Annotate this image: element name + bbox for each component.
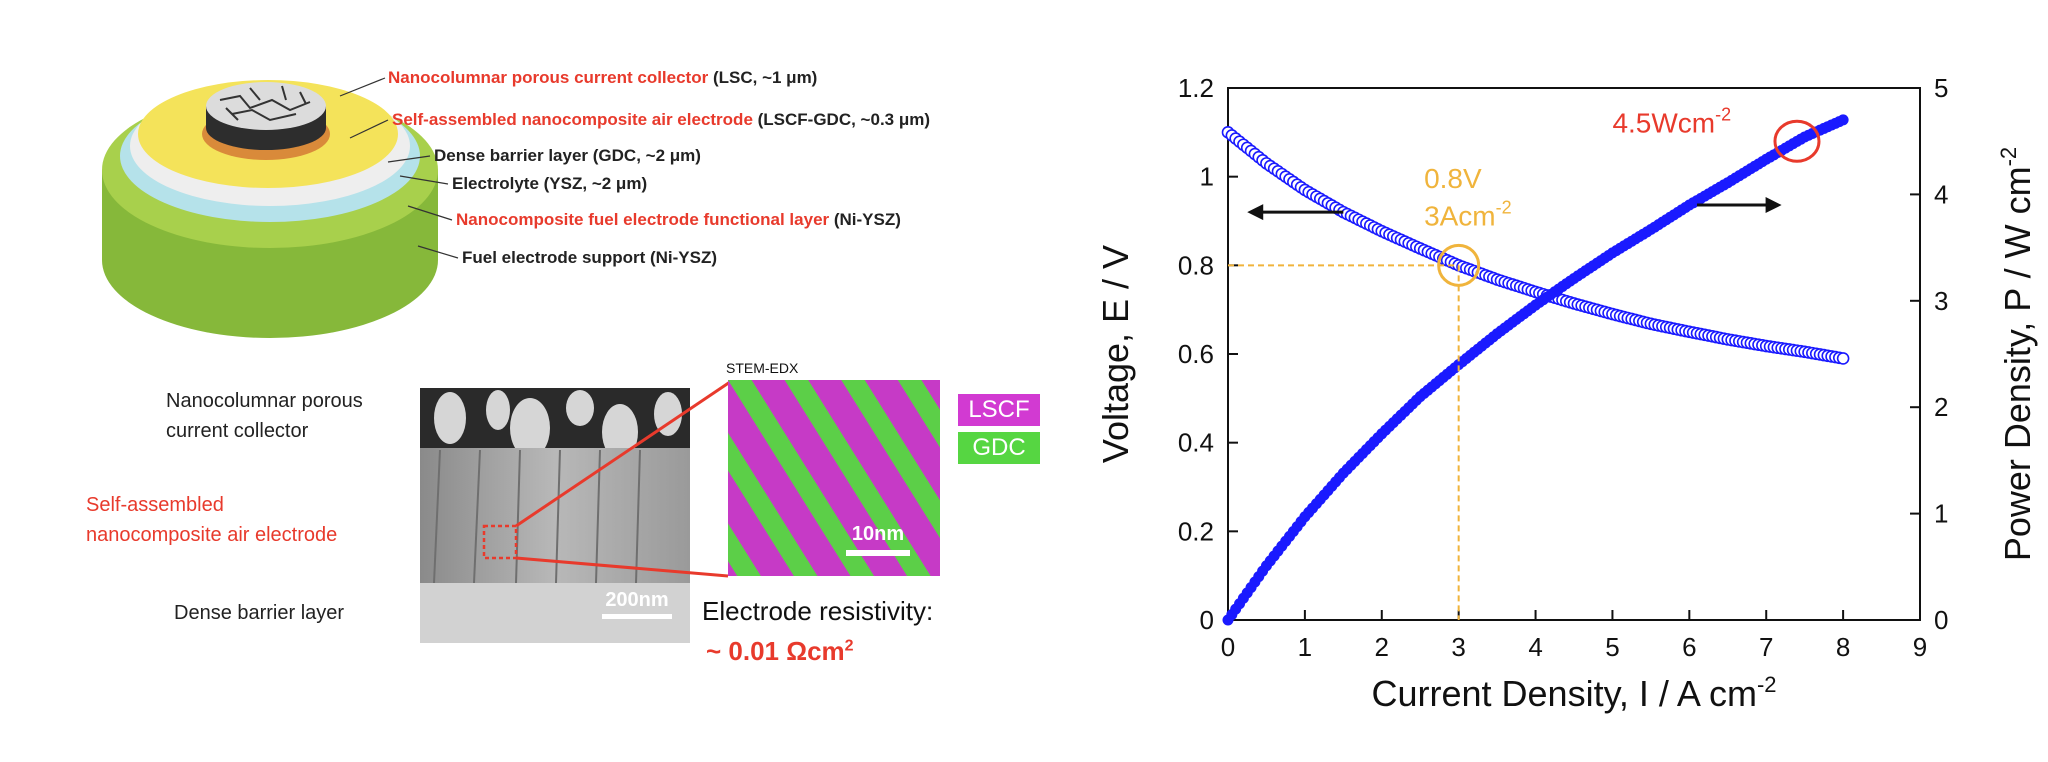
highlight-circle-power	[1773, 119, 1821, 163]
legend-lscf: LSCF	[958, 394, 1040, 426]
y-left-tick-label: 0.4	[1178, 428, 1214, 458]
stem-scale-bar	[846, 550, 910, 556]
x-tick-label: 3	[1451, 632, 1465, 662]
x-tick-label: 7	[1759, 632, 1773, 662]
x-tick-label: 9	[1913, 632, 1927, 662]
sem-image: 200nm	[420, 388, 690, 643]
layer-leader-lines	[339, 77, 459, 259]
y-right-tick-label: 4	[1934, 179, 1948, 209]
x-tick-label: 2	[1375, 632, 1389, 662]
annotation-voltage: 0.8V	[1424, 163, 1482, 194]
resistivity-value: ~ 0.01 Ωcm2	[706, 636, 854, 666]
y-left-tick-label: 0.2	[1178, 516, 1214, 546]
sem-label-collector: Nanocolumnar porous current collector	[166, 390, 363, 442]
layer-label-air-electrode: Self-assembled nanocomposite air electro…	[392, 110, 931, 129]
zoom-box	[482, 524, 518, 560]
x-axis-label: Current Density, I / A cm-2	[1371, 672, 1776, 714]
y-right-tick-label: 1	[1934, 499, 1948, 529]
highlight-circle-voltage	[1437, 243, 1481, 287]
x-tick-label: 4	[1528, 632, 1542, 662]
y-right-axis-label: Power Density, P / W cm-2	[1996, 147, 2038, 561]
sem-scale-bar	[602, 614, 672, 619]
sem-label-barrier: Dense barrier layer	[174, 602, 345, 624]
x-tick-label: 1	[1298, 632, 1312, 662]
stem-title: STEM-EDX	[726, 360, 799, 376]
y-left-tick-label: 0.6	[1178, 339, 1214, 369]
layer-label-barrier: Dense barrier layer (GDC, ~2 μm)	[434, 146, 701, 165]
y-left-tick-label: 0	[1200, 605, 1214, 635]
y-right-tick-label: 2	[1934, 392, 1948, 422]
resistivity-label: Electrode resistivity:	[702, 596, 934, 626]
annotation-power: 4.5Wcm-2	[1612, 105, 1731, 139]
x-tick-label: 6	[1682, 632, 1696, 662]
cell-schematic	[102, 80, 438, 338]
x-tick-label: 5	[1605, 632, 1619, 662]
voltage-series	[1221, 126, 1850, 365]
arrow-left-head	[1247, 204, 1264, 221]
annotation-current: 3Acm-2	[1424, 197, 1512, 231]
x-tick-label: 0	[1221, 632, 1235, 662]
legend-gdc: GDC	[958, 432, 1040, 464]
x-tick-label: 8	[1836, 632, 1850, 662]
layer-label-support: Fuel electrode support (Ni-YSZ)	[462, 248, 718, 267]
y-right-tick-label: 5	[1934, 73, 1948, 103]
y-right-tick-label: 0	[1934, 605, 1948, 635]
y-left-tick-label: 1	[1200, 162, 1214, 192]
stem-scale-text: 10nm	[852, 523, 904, 545]
zoom-lines	[515, 380, 731, 578]
sem-scale-text: 200nm	[605, 589, 668, 611]
stem-edx-map: 10nm	[728, 380, 940, 576]
layer-label-electrolyte: Electrolyte (YSZ, ~2 μm)	[452, 174, 648, 193]
y-left-tick-label: 1.2	[1178, 73, 1214, 103]
y-right-tick-label: 3	[1934, 286, 1948, 316]
y-left-tick-label: 0.8	[1178, 250, 1214, 280]
power-series	[1222, 114, 1849, 626]
sem-label-air-electrode: Self-assembled nanocomposite air electro…	[86, 494, 338, 546]
layer-label-functional: Nanocomposite fuel electrode functional …	[456, 210, 901, 229]
arrow-right-head	[1765, 197, 1782, 214]
data-point	[1837, 114, 1849, 126]
data-point	[1836, 352, 1850, 365]
layer-label-collector: Nanocolumnar porous current collector (L…	[388, 68, 818, 87]
y-left-axis-label: Voltage, E / V	[1095, 245, 1136, 463]
